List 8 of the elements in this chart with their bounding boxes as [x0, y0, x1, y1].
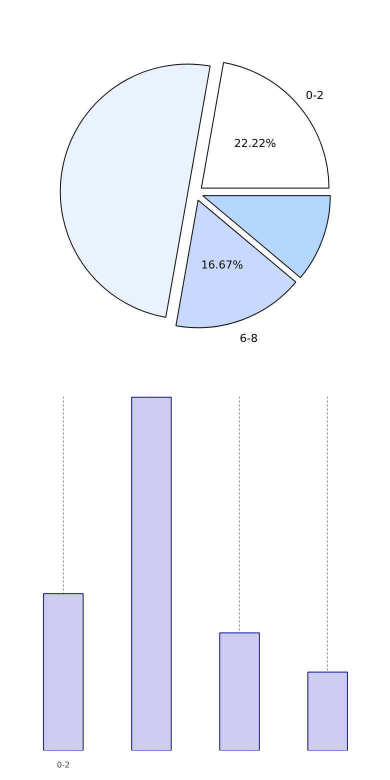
data-label: 16.67%	[201, 258, 244, 272]
bar	[131, 396, 172, 750]
slice-label: 6-8	[240, 332, 258, 345]
bar	[307, 672, 348, 750]
bar	[219, 632, 260, 750]
bar	[43, 593, 84, 750]
data-label: 22.22%	[234, 137, 276, 150]
slice-label: 0-2	[306, 88, 324, 102]
